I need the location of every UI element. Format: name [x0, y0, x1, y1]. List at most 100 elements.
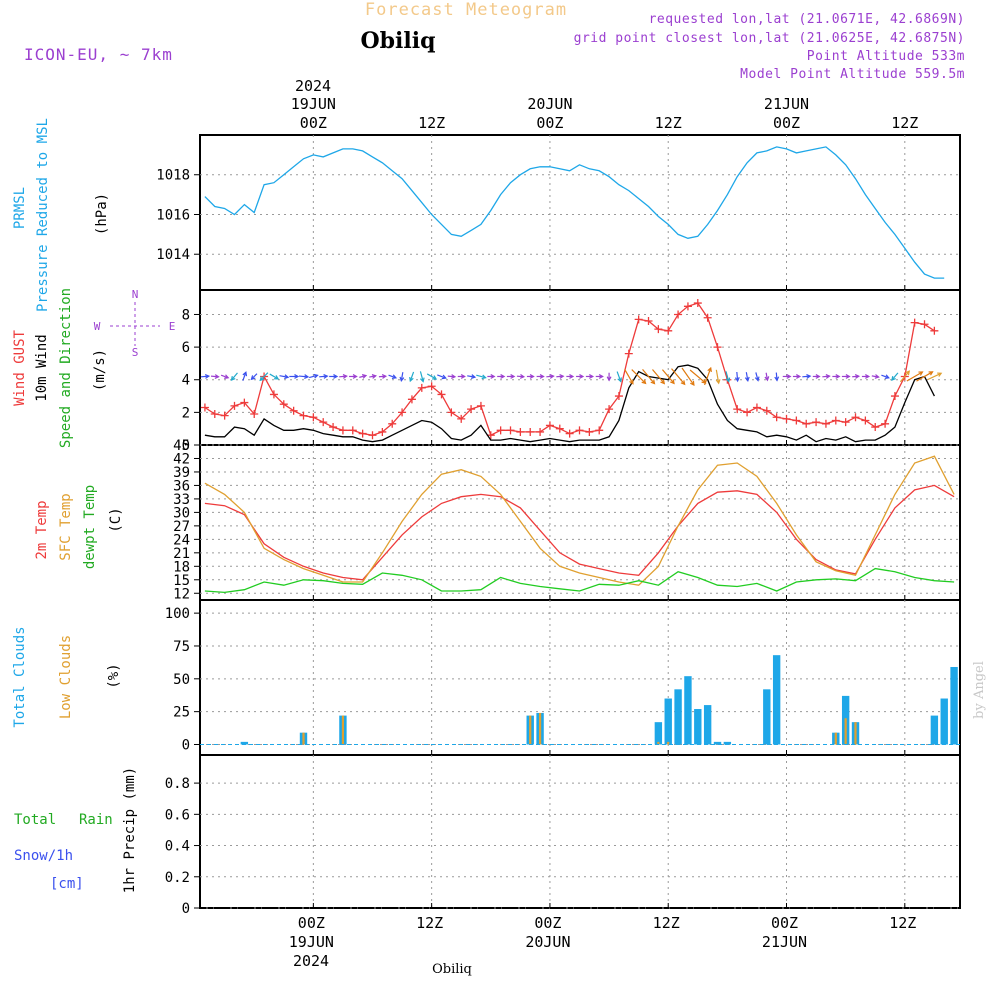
gust-marker [624, 349, 633, 358]
top-date-label: 20JUN [527, 95, 572, 113]
wind-arrow [927, 372, 942, 381]
temp-sfc-label: SFC Temp [58, 493, 74, 560]
gust-marker [683, 302, 692, 311]
clouds-unit-label: (%) [106, 663, 122, 688]
wind-arrow [409, 371, 415, 382]
gust-marker [821, 419, 830, 428]
wind-arrow-head [549, 374, 555, 379]
wind-arrow-head [815, 374, 821, 379]
total-cloud-bar [723, 741, 732, 745]
series-line [204, 364, 935, 443]
wind-arrow-head [250, 375, 256, 381]
wind-arrow-head [641, 379, 647, 385]
gust-marker [861, 416, 870, 425]
wind-arrow-head [825, 374, 831, 379]
wind-arrow-head [715, 379, 721, 385]
y-tick-label: 12 [173, 586, 190, 602]
gust-marker [920, 320, 929, 329]
gust-marker [674, 310, 683, 319]
gust-marker [319, 418, 328, 427]
wind-arrow [736, 371, 739, 382]
bottom-date-label: 21JUN [762, 933, 807, 951]
pressure-msl-label: Pressure Reduced to MSL [35, 118, 51, 312]
precip-snow-unit-label: [cm] [50, 876, 84, 892]
y-tick-label: 6 [182, 340, 190, 356]
low-cloud-bar [667, 741, 670, 745]
wind-arrow-head [419, 377, 425, 383]
gust-marker [279, 400, 288, 409]
wind-arrow-head [294, 374, 300, 379]
wind-arrow-head [284, 374, 290, 380]
gust-marker [743, 408, 752, 417]
gust-marker [802, 419, 811, 428]
wind-arrow-head [230, 375, 236, 381]
low-cloud-bar [854, 722, 857, 745]
precip-panel: 0 0.2 0.4 0.6 0.8 [165, 754, 961, 917]
wind-arrow-head [381, 374, 388, 379]
wind-arrow-head [806, 373, 812, 379]
wind-arrow-head [589, 374, 595, 379]
y-tick-label: 0.6 [165, 807, 190, 823]
panel-frame [199, 444, 961, 601]
y-tick-label: 36 [173, 478, 190, 494]
series-line [204, 302, 935, 437]
temp-unit-label: (C) [108, 507, 124, 532]
series-line [204, 455, 955, 586]
low-cloud-bar [341, 715, 345, 745]
wind-arrow [624, 369, 634, 384]
wind-arrow-head [854, 374, 861, 379]
gust-marker [713, 343, 722, 352]
y-tick-label: 100 [165, 606, 190, 622]
precip-total-label: Total [14, 812, 56, 828]
y-tick-label: 2 [182, 405, 190, 421]
wind-arrow-head [835, 374, 841, 379]
y-tick-label: 42 [173, 451, 190, 467]
gust-marker [851, 413, 860, 422]
wind-arrow-head [333, 374, 339, 379]
precip-snow-label: Snow/1h [14, 848, 73, 864]
gust-marker [930, 326, 939, 335]
wind-arrow-head [204, 373, 211, 379]
wind-arrow-head [569, 374, 575, 379]
wind-arrow [419, 371, 424, 382]
wind-arrow [426, 373, 437, 380]
wind-arrow [642, 368, 655, 384]
y-tick-label: 8 [182, 307, 190, 323]
wind-arrow-head [725, 377, 731, 383]
wind-arrow-head [744, 376, 750, 382]
gust-marker [526, 427, 535, 436]
wind-arrow [467, 375, 476, 378]
wind-arrow-head [214, 374, 220, 379]
model-point-altitude: Model Point Altitude 559.5m [740, 67, 965, 82]
wind-arrow-head [865, 374, 871, 379]
wind-arrow-head [559, 374, 565, 379]
wind-arrow [269, 373, 279, 380]
wind-arrow [259, 372, 269, 381]
top-hour-label: 12Z [655, 114, 682, 132]
gust-marker [644, 317, 653, 325]
wind-arrow [476, 374, 486, 379]
y-tick-label: 30 [173, 505, 190, 521]
gust-marker [269, 390, 278, 399]
bottom-hour-label: 12Z [416, 914, 443, 932]
total-cloud-bar [950, 666, 958, 745]
total-cloud-bar [772, 655, 781, 745]
gust-marker [910, 318, 919, 327]
wind-arrow-head [371, 374, 377, 379]
wind-arrow [298, 375, 309, 378]
gust-marker [240, 398, 249, 407]
wind-arrow-head [259, 376, 265, 382]
clouds-panel: 0 25 50 75 100 [165, 599, 961, 756]
wind-arrow-head [918, 371, 924, 376]
wind-arrow-head [391, 374, 398, 380]
bottom-hour-label: 00Z [771, 914, 798, 932]
grid-coordinates: grid point closest lon,lat (21.0625E, 42… [574, 31, 965, 46]
gust-marker [476, 401, 485, 410]
total-cloud-bar [240, 741, 249, 745]
gust-marker [831, 416, 840, 425]
gust-marker [890, 392, 899, 401]
wind-arrow [704, 367, 712, 386]
wind-arrow-head [629, 379, 634, 385]
pressure-panel: 1014 1016 1018 [156, 134, 961, 291]
